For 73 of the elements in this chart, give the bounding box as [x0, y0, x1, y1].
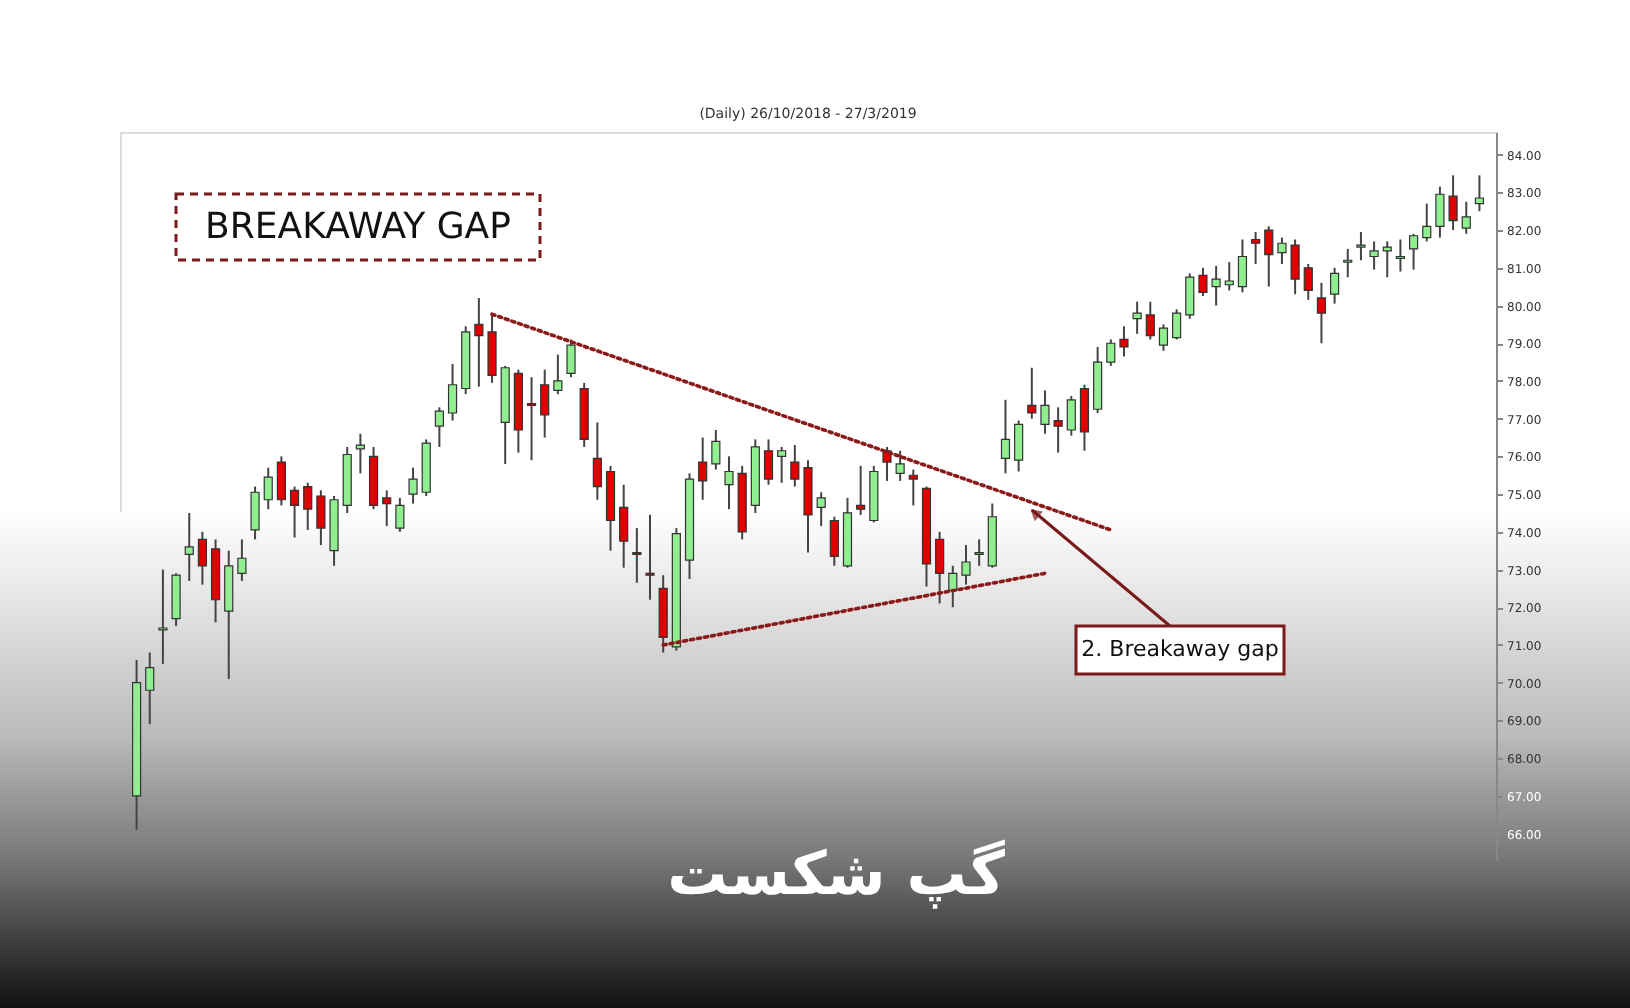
candlestick	[1093, 346, 1103, 415]
candlestick	[1474, 174, 1485, 213]
candlestick	[1264, 225, 1274, 288]
candlestick	[540, 368, 550, 439]
candlestick	[526, 376, 537, 462]
annotation: BREAKAWAY GAP	[205, 206, 512, 248]
candlestick	[158, 568, 168, 665]
candlestick	[829, 515, 839, 567]
candlestick	[1014, 419, 1024, 473]
candlestick	[961, 544, 971, 586]
candlestick	[592, 421, 602, 501]
candlestick	[1251, 230, 1261, 266]
candlestick	[763, 438, 774, 486]
candlestick	[1119, 325, 1129, 358]
candlestick	[184, 511, 194, 582]
candlestick	[145, 651, 155, 726]
candlestick	[1343, 247, 1353, 279]
candlestick	[250, 485, 260, 541]
candlestick	[1395, 238, 1406, 273]
candlestick	[1356, 230, 1366, 262]
candlestick	[1132, 300, 1142, 335]
candlestick	[237, 538, 247, 582]
candlestick	[935, 530, 945, 605]
candlestick	[1408, 232, 1419, 271]
candlestick	[1000, 398, 1011, 475]
candlestick	[1027, 366, 1037, 420]
candlestick	[619, 483, 629, 569]
candlestick	[382, 489, 392, 528]
candlestick	[289, 485, 300, 539]
candlestick	[777, 445, 787, 484]
candlestick	[434, 406, 444, 448]
candlestick	[566, 338, 576, 379]
candlestick	[197, 530, 208, 586]
candlestick	[1185, 272, 1195, 320]
candlestick	[1461, 200, 1471, 235]
candlestick	[711, 428, 721, 471]
candlestick	[790, 444, 800, 488]
candlestick	[1079, 383, 1090, 452]
annotation: گپ شکست	[667, 838, 1006, 910]
candlestick	[1303, 263, 1313, 301]
candlestick	[1237, 238, 1248, 294]
candlestick	[1224, 261, 1234, 292]
candlestick	[1382, 240, 1392, 279]
candlestick	[276, 455, 286, 507]
candlestick	[698, 436, 708, 501]
candlestick	[263, 466, 273, 511]
candlestick	[408, 466, 418, 505]
candlestick	[1422, 202, 1432, 243]
candlestick	[303, 481, 313, 531]
candlestick	[553, 353, 563, 396]
candlestick	[895, 449, 905, 482]
candlestick	[908, 468, 918, 507]
candlestick	[645, 513, 655, 601]
candlestick	[447, 362, 458, 422]
candlestick	[171, 572, 181, 628]
candlestick	[1145, 300, 1155, 341]
candlestick	[395, 496, 405, 533]
candlestick	[224, 549, 234, 680]
candlestick	[1172, 308, 1182, 341]
candlestick	[1316, 281, 1327, 345]
candlestick	[974, 538, 984, 567]
candlestick	[1330, 266, 1340, 305]
candlestick	[856, 464, 866, 516]
candlestick	[803, 459, 813, 554]
candlestick	[816, 491, 826, 528]
candlestick	[355, 432, 365, 475]
candlestick	[632, 527, 642, 584]
candlestick	[1158, 323, 1169, 352]
candlestick	[1066, 395, 1076, 437]
candlestick	[724, 455, 734, 511]
candlestick	[1106, 338, 1116, 367]
annotation: 2. Breakaway gap	[1081, 636, 1279, 662]
candlestick	[1369, 240, 1379, 271]
